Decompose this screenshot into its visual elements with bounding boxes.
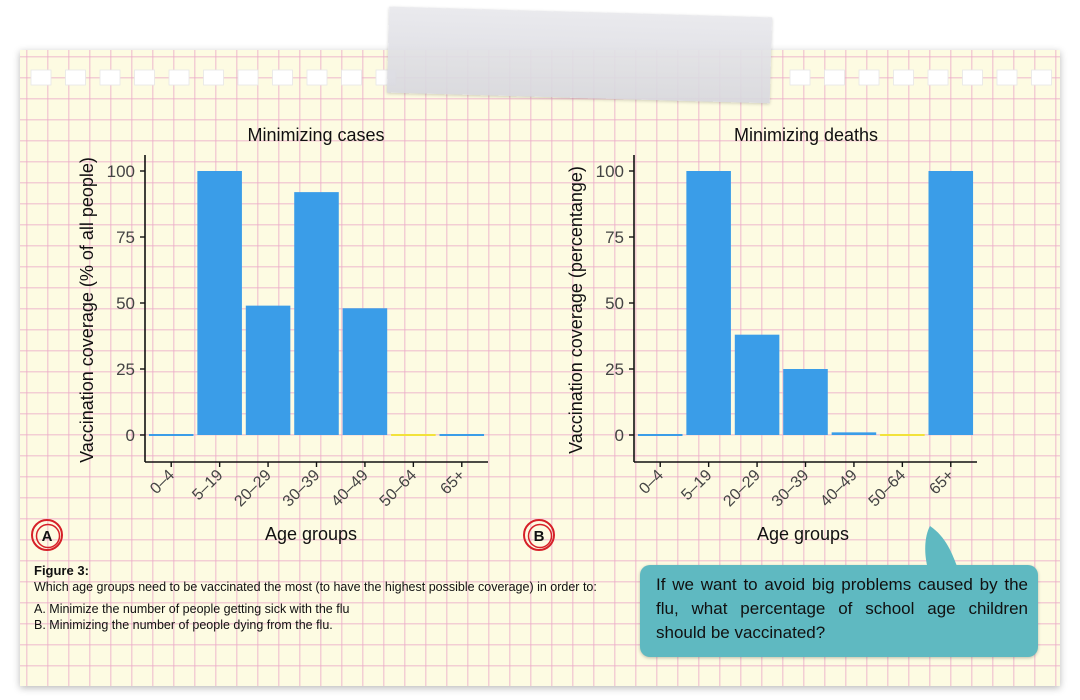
binder-hole — [962, 69, 983, 86]
caption-title: Figure 3: — [34, 563, 89, 578]
bar-20–29 — [245, 305, 291, 435]
chart-a-bars — [148, 171, 485, 436]
chart-a-title: Minimizing cases — [247, 125, 384, 145]
speech-bubble: If we want to avoid big problems caused … — [640, 565, 1038, 657]
y-tick-label: 25 — [605, 360, 624, 379]
binder-hole — [341, 69, 362, 86]
chart-a-ylabel: Vaccination coverage (% of all people) — [77, 157, 97, 463]
bar-50–64 — [391, 434, 436, 436]
binder-hole — [65, 69, 86, 86]
x-tick-label: 40–49 — [817, 467, 861, 511]
x-tick-label: 5–19 — [678, 467, 715, 504]
panel-badge-a-label: A — [42, 528, 53, 545]
bar-20–29 — [734, 334, 780, 435]
binder-hole — [1031, 69, 1052, 86]
chart-a-x-ticks: 0–4 5–19 20–29 30–39 40–49 50–64 65+ — [147, 462, 469, 511]
bar-50–64 — [880, 434, 925, 436]
bar-40–49 — [342, 308, 388, 435]
binder-hole — [168, 69, 190, 86]
chart-b-ylabel: Vaccination coverage (percentange) — [566, 166, 586, 454]
bar-5–19 — [686, 171, 731, 435]
x-tick-label: 50–64 — [866, 467, 910, 511]
bar-40–49 — [831, 432, 877, 435]
x-tick-label: 40–49 — [328, 467, 372, 511]
binder-hole — [306, 69, 328, 86]
caption-text: Which age groups need to be vaccinated t… — [34, 580, 597, 594]
binder-hole — [789, 69, 811, 86]
y-tick-label: 100 — [596, 162, 624, 181]
y-tick-label: 0 — [615, 426, 624, 445]
speech-bubble-text: If we want to avoid big problems caused … — [656, 575, 1028, 642]
chart-b-y-ticks: 0 25 50 75 100 — [596, 162, 634, 445]
binder-hole — [996, 69, 1018, 86]
binder-hole — [99, 69, 121, 86]
x-tick-label: 20–29 — [231, 467, 275, 511]
chart-b-title: Minimizing deaths — [734, 125, 878, 145]
caption-item-a: A. Minimize the number of people getting… — [34, 602, 350, 616]
y-tick-label: 25 — [116, 360, 135, 379]
chart-b-xlabel: Age groups — [757, 524, 849, 544]
x-tick-label: 0–4 — [147, 467, 178, 498]
notebook-paper — [20, 50, 1060, 686]
bar-0–4 — [637, 434, 683, 436]
y-tick-label: 75 — [605, 228, 624, 247]
chart-b: Minimizing deaths Vaccination coverage (… — [566, 125, 977, 544]
x-tick-label: 50–64 — [377, 467, 421, 511]
y-tick-label: 0 — [126, 426, 135, 445]
caption-item-b: B. Minimizing the number of people dying… — [34, 618, 333, 632]
tape-strip — [386, 6, 773, 104]
bar-30–39 — [294, 192, 339, 435]
binder-hole — [272, 69, 293, 86]
bar-5–19 — [197, 171, 242, 435]
binder-hole — [858, 69, 880, 86]
binder-hole — [203, 69, 224, 86]
x-tick-label: 65+ — [437, 467, 468, 498]
speech-bubble-tail — [925, 526, 958, 569]
x-tick-label: 65+ — [926, 467, 957, 498]
x-tick-label: 20–29 — [720, 467, 764, 511]
y-tick-label: 50 — [116, 294, 135, 313]
y-tick-label: 50 — [605, 294, 624, 313]
x-tick-label: 30–39 — [769, 467, 813, 511]
chart-a-y-ticks: 0 25 50 75 100 — [107, 162, 145, 445]
binder-holes — [30, 69, 1052, 86]
chart-b-x-ticks: 0–4 5–19 20–29 30–39 40–49 50–64 65+ — [636, 462, 958, 511]
binder-hole — [927, 69, 949, 86]
binder-hole — [237, 69, 259, 86]
chart-b-bars — [637, 171, 974, 436]
panel-badge-b-label: B — [534, 528, 545, 545]
panel-badge-b: B — [523, 519, 555, 551]
chart-a: Minimizing cases Vaccination coverage (%… — [77, 125, 488, 544]
bar-65+ — [439, 434, 485, 436]
x-tick-label: 0–4 — [636, 467, 667, 498]
binder-hole — [824, 69, 845, 86]
y-tick-label: 75 — [116, 228, 135, 247]
chart-a-xlabel: Age groups — [265, 524, 357, 544]
binder-hole — [134, 69, 155, 86]
figure-caption: Figure 3: Which age groups need to be va… — [34, 563, 604, 633]
binder-hole — [893, 69, 914, 86]
panel-badge-a: A — [31, 519, 63, 551]
bar-65+ — [928, 171, 974, 435]
x-tick-label: 30–39 — [280, 467, 324, 511]
x-tick-label: 5–19 — [189, 467, 226, 504]
bar-0–4 — [148, 434, 194, 436]
y-tick-label: 100 — [107, 162, 135, 181]
bar-30–39 — [783, 369, 828, 435]
binder-hole — [30, 69, 52, 86]
